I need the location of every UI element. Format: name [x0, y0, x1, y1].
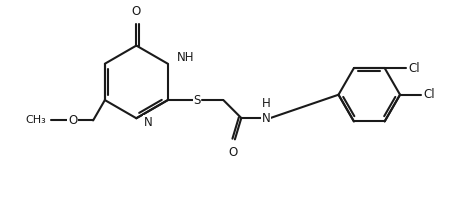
Text: NH: NH: [177, 51, 195, 64]
Text: Cl: Cl: [408, 62, 420, 75]
Text: CH₃: CH₃: [26, 115, 46, 125]
Text: Cl: Cl: [424, 88, 435, 101]
Text: N: N: [262, 112, 271, 125]
Text: O: O: [68, 114, 77, 127]
Text: O: O: [229, 146, 238, 159]
Text: H: H: [262, 97, 271, 110]
Text: S: S: [193, 94, 200, 107]
Text: O: O: [132, 5, 141, 18]
Text: N: N: [144, 116, 153, 129]
